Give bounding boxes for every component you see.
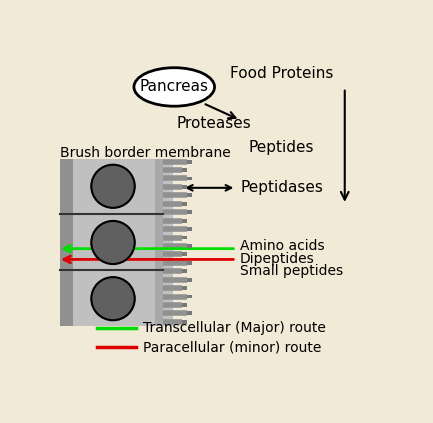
Bar	[187, 227, 192, 231]
Bar	[155, 159, 163, 325]
Bar	[187, 176, 192, 181]
Circle shape	[91, 277, 135, 320]
Text: Pancreas: Pancreas	[140, 80, 209, 94]
Bar	[187, 244, 192, 248]
Bar	[187, 294, 192, 299]
Bar	[182, 303, 187, 307]
Bar	[187, 311, 192, 315]
Text: Paracellular (minor) route: Paracellular (minor) route	[143, 340, 322, 354]
Bar	[60, 215, 173, 270]
Bar	[182, 202, 187, 206]
Bar	[60, 215, 73, 270]
Text: Amino acids: Amino acids	[240, 239, 325, 253]
Ellipse shape	[134, 68, 214, 106]
Bar	[60, 159, 73, 214]
Bar	[187, 193, 192, 197]
Circle shape	[91, 221, 135, 264]
Bar	[187, 160, 192, 164]
Text: Proteases: Proteases	[177, 116, 252, 132]
Bar	[182, 185, 187, 189]
Text: Peptides: Peptides	[248, 140, 314, 154]
Bar	[182, 269, 187, 273]
Bar	[182, 253, 187, 256]
Bar	[187, 261, 192, 265]
Bar	[187, 278, 192, 282]
Bar	[187, 210, 192, 214]
Text: Peptidases: Peptidases	[240, 180, 323, 195]
Bar	[60, 159, 173, 214]
Circle shape	[91, 165, 135, 208]
Text: Food Proteins: Food Proteins	[230, 66, 333, 81]
Text: Small peptides: Small peptides	[240, 264, 343, 278]
Text: Brush border membrane: Brush border membrane	[60, 146, 231, 160]
Bar	[182, 286, 187, 290]
Bar	[182, 168, 187, 172]
Text: Transcellular (Major) route: Transcellular (Major) route	[143, 321, 326, 335]
Bar	[182, 219, 187, 222]
Bar	[60, 271, 173, 327]
Bar	[60, 271, 73, 327]
Text: Dipeptides: Dipeptides	[240, 252, 315, 266]
Bar	[182, 320, 187, 324]
Bar	[182, 236, 187, 239]
